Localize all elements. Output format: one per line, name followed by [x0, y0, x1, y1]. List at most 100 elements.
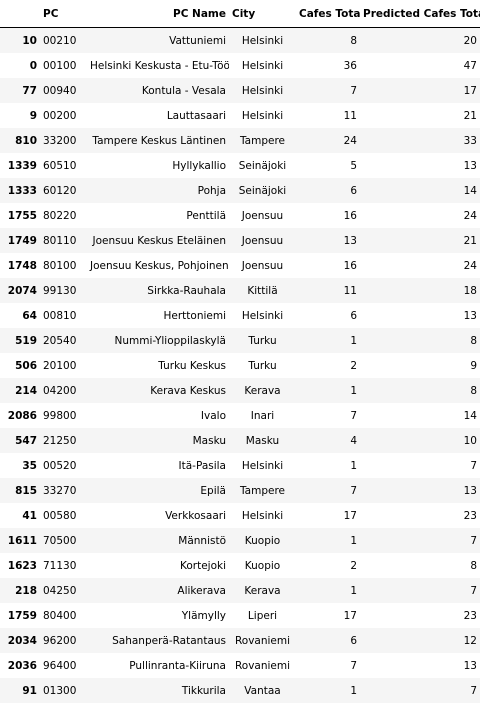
table-row: 810 33200 Tampere Keskus Läntinen Tampere 24…	[0, 128, 480, 153]
cell-predicted-cafes-total: 24	[463, 209, 477, 222]
row-index: 10	[22, 34, 37, 47]
cell-predicted-cafes-total: 20	[463, 34, 477, 47]
cell-pc: 00200	[43, 109, 77, 122]
row-index: 547	[15, 434, 37, 447]
cell-pc-name: Itä-Pasila	[178, 459, 226, 472]
row-index: 2036	[7, 659, 37, 672]
cell-city: Rovaniemi	[234, 634, 291, 647]
cell-predicted-cafes-total: 13	[463, 659, 477, 672]
cell-city: Kerava	[244, 384, 281, 397]
row-index: 35	[22, 459, 37, 472]
cell-pc: 60120	[43, 184, 77, 197]
cell-pc: 20100	[43, 359, 77, 372]
cell-cafes-total: 11	[343, 284, 357, 297]
cell-predicted-cafes-total: 21	[463, 109, 477, 122]
cell-pc: 21250	[43, 434, 77, 447]
cell-pc-name: Verkkosaari	[165, 509, 226, 522]
cell-pc-name: Pohja	[197, 184, 226, 197]
cell-predicted-cafes-total: 8	[470, 384, 477, 397]
cell-cafes-total: 16	[343, 259, 357, 272]
row-index: 2034	[7, 634, 37, 647]
cell-cafes-total: 16	[343, 209, 357, 222]
row-index: 214	[15, 384, 37, 397]
table-row: 1623 71130 Kortejoki Kuopio 2 8	[0, 553, 480, 578]
cell-pc: 80100	[43, 259, 77, 272]
cell-cafes-total: 6	[350, 184, 357, 197]
cell-cafes-total: 2	[350, 359, 357, 372]
cell-pc-name: Ivalo	[200, 409, 226, 422]
row-index: 1749	[7, 234, 37, 247]
cell-predicted-cafes-total: 9	[470, 359, 477, 372]
row-index: 2074	[7, 284, 37, 297]
cell-predicted-cafes-total: 12	[463, 634, 477, 647]
cell-cafes-total: 7	[350, 409, 357, 422]
cell-pc: 96200	[43, 634, 77, 647]
row-index: 519	[15, 334, 37, 347]
cell-pc: 99130	[43, 284, 77, 297]
cell-predicted-cafes-total: 7	[470, 534, 477, 547]
cell-pc-name: Joensuu Keskus, Pohjoinen	[90, 259, 229, 272]
cell-pc-name: Sahanperä-Ratantaus	[112, 634, 226, 647]
cell-pc-name: Lauttasaari	[166, 109, 226, 122]
cell-pc-name: Tikkurila	[181, 684, 226, 697]
row-index: 9	[29, 109, 37, 122]
row-index: 64	[22, 309, 37, 322]
cell-predicted-cafes-total: 33	[463, 134, 477, 147]
cell-cafes-total: 2	[350, 559, 357, 572]
cell-city: Masku	[245, 434, 280, 447]
cell-cafes-total: 4	[350, 434, 357, 447]
cell-predicted-cafes-total: 47	[463, 59, 477, 72]
cell-cafes-total: 1	[350, 334, 357, 347]
table-row: 1755 80220 Penttilä Joensuu 16 24	[0, 203, 480, 228]
cell-cafes-total: 1	[350, 384, 357, 397]
cell-pc: 80110	[43, 234, 77, 247]
cell-pc: 20540	[43, 334, 77, 347]
cell-city: Tampere	[239, 134, 285, 147]
cell-pc-name: Turku Keskus	[158, 359, 226, 372]
cell-predicted-cafes-total: 13	[463, 484, 477, 497]
cell-predicted-cafes-total: 7	[470, 459, 477, 472]
cell-city: Joensuu	[241, 209, 284, 222]
row-index: 218	[15, 584, 37, 597]
table-row: 1339 60510 Hyllykallio Seinäjoki 5 13	[0, 153, 480, 178]
cell-pc: 04200	[43, 384, 77, 397]
header-pc-name: PC Name	[87, 0, 229, 28]
cell-predicted-cafes-total: 13	[463, 159, 477, 172]
row-index: 91	[22, 684, 37, 697]
table-row: 2086 99800 Ivalo Inari 7 14	[0, 403, 480, 428]
row-index: 0	[29, 59, 37, 72]
cell-cafes-total: 11	[343, 109, 357, 122]
cell-cafes-total: 17	[343, 509, 357, 522]
row-index: 1333	[7, 184, 37, 197]
cell-cafes-total: 7	[350, 484, 357, 497]
cell-pc-name: Männistö	[178, 534, 226, 547]
table-row: 64 00810 Herttoniemi Helsinki 6 13	[0, 303, 480, 328]
table-row: 1333 60120 Pohja Seinäjoki 6 14	[0, 178, 480, 203]
cell-city: Seinäjoki	[238, 184, 287, 197]
cell-city: Seinäjoki	[238, 159, 287, 172]
cell-cafes-total: 6	[350, 634, 357, 647]
table-row: 547 21250 Masku Masku 4 10	[0, 428, 480, 453]
cell-pc: 80220	[43, 209, 77, 222]
row-index: 810	[15, 134, 37, 147]
cell-pc: 00810	[43, 309, 77, 322]
cell-cafes-total: 7	[350, 659, 357, 672]
cell-city: Vantaa	[244, 684, 281, 697]
cell-predicted-cafes-total: 8	[470, 334, 477, 347]
row-index: 1759	[7, 609, 37, 622]
table-row: 2074 99130 Sirkka-Rauhala Kittilä 11 18	[0, 278, 480, 303]
row-index: 1611	[7, 534, 37, 547]
cell-pc: 00100	[43, 59, 77, 72]
cell-pc-name: Epilä	[200, 484, 226, 497]
table-row: 1749 80110 Joensuu Keskus Eteläinen Joensuu…	[0, 228, 480, 253]
row-index: 1623	[7, 559, 37, 572]
cell-pc-name: Herttoniemi	[163, 309, 226, 322]
cell-pc: 71130	[43, 559, 77, 572]
cell-pc: 33270	[43, 484, 77, 497]
cell-city: Joensuu	[241, 234, 284, 247]
cell-cafes-total: 1	[350, 534, 357, 547]
table-row: 519 20540 Nummi-Ylioppilaskylä Turku 1 8	[0, 328, 480, 353]
cell-pc: 00940	[43, 84, 77, 97]
cell-city: Turku	[248, 334, 277, 347]
table-row: 1759 80400 Ylämylly Liperi 17 23	[0, 603, 480, 628]
